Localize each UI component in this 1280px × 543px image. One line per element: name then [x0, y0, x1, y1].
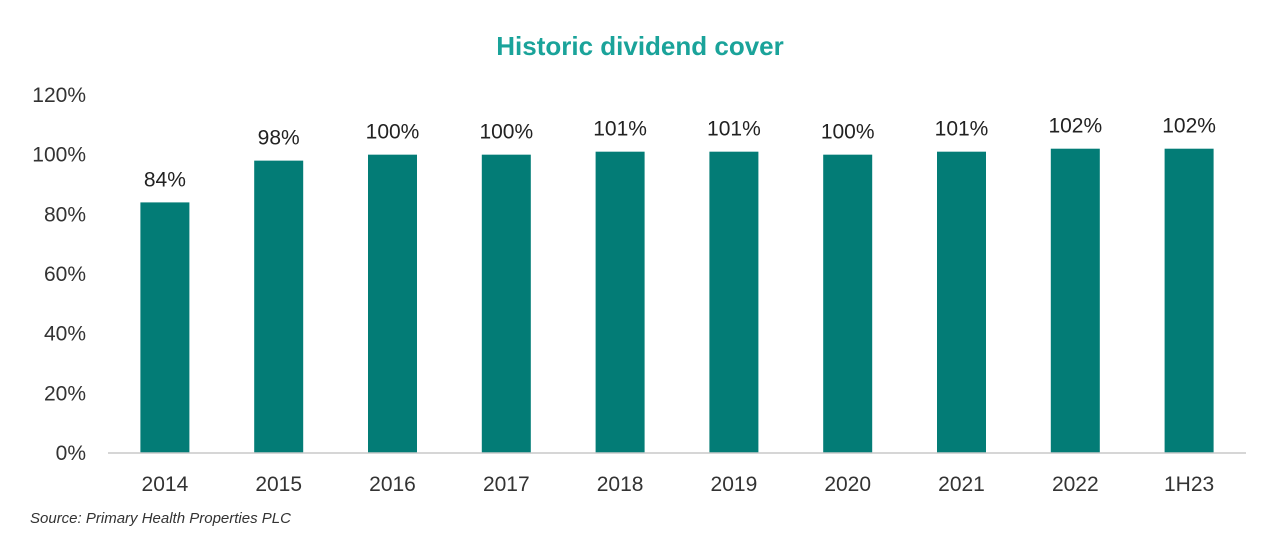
source-note: Source: Primary Health Properties PLC	[30, 510, 291, 527]
bar	[481, 154, 531, 453]
bar	[823, 154, 873, 453]
y-axis-ticks: 0% 20% 40% 60% 80% 100% 120%	[32, 84, 86, 465]
data-label: 84%	[144, 168, 186, 191]
x-tick-label: 2016	[369, 473, 416, 496]
data-label: 102%	[1162, 115, 1216, 138]
x-tick-label: 2022	[1052, 473, 1099, 496]
data-label: 100%	[821, 121, 875, 144]
x-tick-label: 2019	[711, 473, 758, 496]
bar	[937, 151, 986, 453]
x-tick-label: 2017	[483, 473, 530, 496]
chart-title: Historic dividend cover	[496, 31, 784, 61]
bar	[368, 154, 417, 453]
bar	[140, 202, 190, 453]
x-tick-label: 2015	[255, 473, 302, 496]
y-tick-label: 60%	[44, 263, 86, 286]
y-tick-label: 0%	[56, 442, 86, 465]
x-tick-label: 2018	[597, 473, 644, 496]
data-label: 101%	[593, 118, 647, 141]
bars	[140, 148, 1214, 453]
data-label: 101%	[935, 118, 989, 141]
y-tick-label: 40%	[44, 323, 86, 346]
data-label: 102%	[1048, 115, 1102, 138]
x-tick-label: 2021	[938, 473, 985, 496]
bar	[595, 151, 645, 453]
x-tick-label: 2014	[142, 473, 189, 496]
bar	[1164, 148, 1214, 453]
x-tick-label: 2020	[824, 473, 871, 496]
data-label: 101%	[707, 118, 761, 141]
data-label: 100%	[479, 121, 533, 144]
bar	[709, 151, 759, 453]
y-tick-label: 100%	[32, 144, 86, 167]
bar	[254, 160, 304, 453]
y-tick-label: 20%	[44, 382, 86, 405]
x-axis-ticks: 2014 2015 2016 2017 2018 2019 2020 2021 2022 1H23	[142, 473, 1215, 496]
y-tick-label: 120%	[32, 84, 86, 107]
data-label: 100%	[366, 121, 420, 144]
bar	[1050, 148, 1100, 453]
x-tick-label: 1H23	[1164, 473, 1214, 496]
y-tick-label: 80%	[44, 203, 86, 226]
data-labels: 84% 98% 100% 100% 101% 101% 100% 101% 102% 102%	[144, 115, 1216, 192]
data-label: 98%	[258, 127, 300, 150]
